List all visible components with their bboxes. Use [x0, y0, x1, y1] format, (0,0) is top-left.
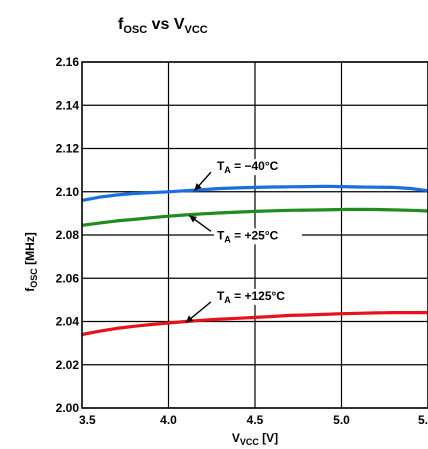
- y-tick-label: 2.04: [56, 315, 80, 329]
- y-tick-label: 2.02: [56, 358, 80, 372]
- x-tick-label: 4.0: [160, 413, 177, 427]
- ylabel-sub: OSC: [29, 268, 39, 288]
- ylabel-rest: [MHz]: [23, 232, 37, 268]
- y-axis-label: fOSC [MHz]: [23, 232, 39, 292]
- annotation-rest: = +25°C: [231, 228, 279, 242]
- annotation-sub: A: [224, 295, 231, 305]
- y-tick-label: 2.16: [56, 55, 80, 69]
- xlabel-main: V: [232, 431, 240, 445]
- series-layer: [81, 184, 428, 337]
- y-tick-label: 2.00: [56, 401, 80, 415]
- series-line-0: [81, 184, 428, 202]
- x-tick-label: 5.0: [333, 413, 350, 427]
- annotations: TA = −40°CTA = +25°CTA = +125°C: [185, 159, 302, 324]
- title-main: f: [118, 16, 124, 33]
- title-main-sub: OSC: [123, 24, 147, 36]
- y-tick-label: 2.08: [56, 228, 80, 242]
- xlabel-rest: [V]: [259, 431, 278, 445]
- annotation-rest: = −40°C: [231, 159, 279, 173]
- series-annotation-label-0: TA = −40°C: [217, 159, 279, 175]
- annotation-arrowhead-1: [189, 215, 197, 223]
- xlabel-sub: VCC: [240, 437, 260, 447]
- series-line-2: [81, 311, 428, 337]
- series-line-1: [81, 207, 428, 227]
- annotation-arrowhead-2: [185, 315, 194, 323]
- y-tick-label: 2.12: [56, 142, 80, 156]
- series-annotation-label-2: TA = +125°C: [217, 289, 285, 305]
- x-tick-label: 4.5: [247, 413, 264, 427]
- x-axis-label: VVCC [V]: [232, 431, 278, 447]
- annotation-sub: A: [224, 165, 231, 175]
- chart-title: fOSC vs VVCC: [118, 16, 208, 36]
- y-tick-label: 2.14: [56, 98, 80, 112]
- title-mid-sub: VCC: [185, 24, 208, 36]
- x-tick-label: 5.: [418, 413, 428, 427]
- y-tick-label: 2.06: [56, 271, 80, 285]
- title-mid: vs V: [147, 16, 185, 33]
- annotation-main: T: [217, 289, 225, 303]
- ylabel-main: f: [23, 287, 37, 292]
- series-annotation-label-1: TA = +25°C: [217, 228, 279, 244]
- annotation-rest: = +125°C: [231, 289, 286, 303]
- y-tick-label: 2.10: [56, 185, 80, 199]
- x-tick-label: 3.5: [79, 413, 96, 427]
- annotation-main: T: [217, 159, 225, 173]
- annotation-main: T: [217, 228, 225, 242]
- plot-frame: [81, 61, 428, 409]
- annotation-bg-2: [213, 288, 302, 305]
- annotation-sub: A: [224, 234, 231, 244]
- annotation-arrowhead-0: [194, 183, 202, 191]
- annotation-bg-1: [213, 228, 302, 245]
- annotation-bg-0: [213, 159, 302, 176]
- tick-labels: 2.00 2.02 2.04 2.06 2.08 2.10 2.12 2.14 2.16 3.5 4…: [56, 55, 428, 427]
